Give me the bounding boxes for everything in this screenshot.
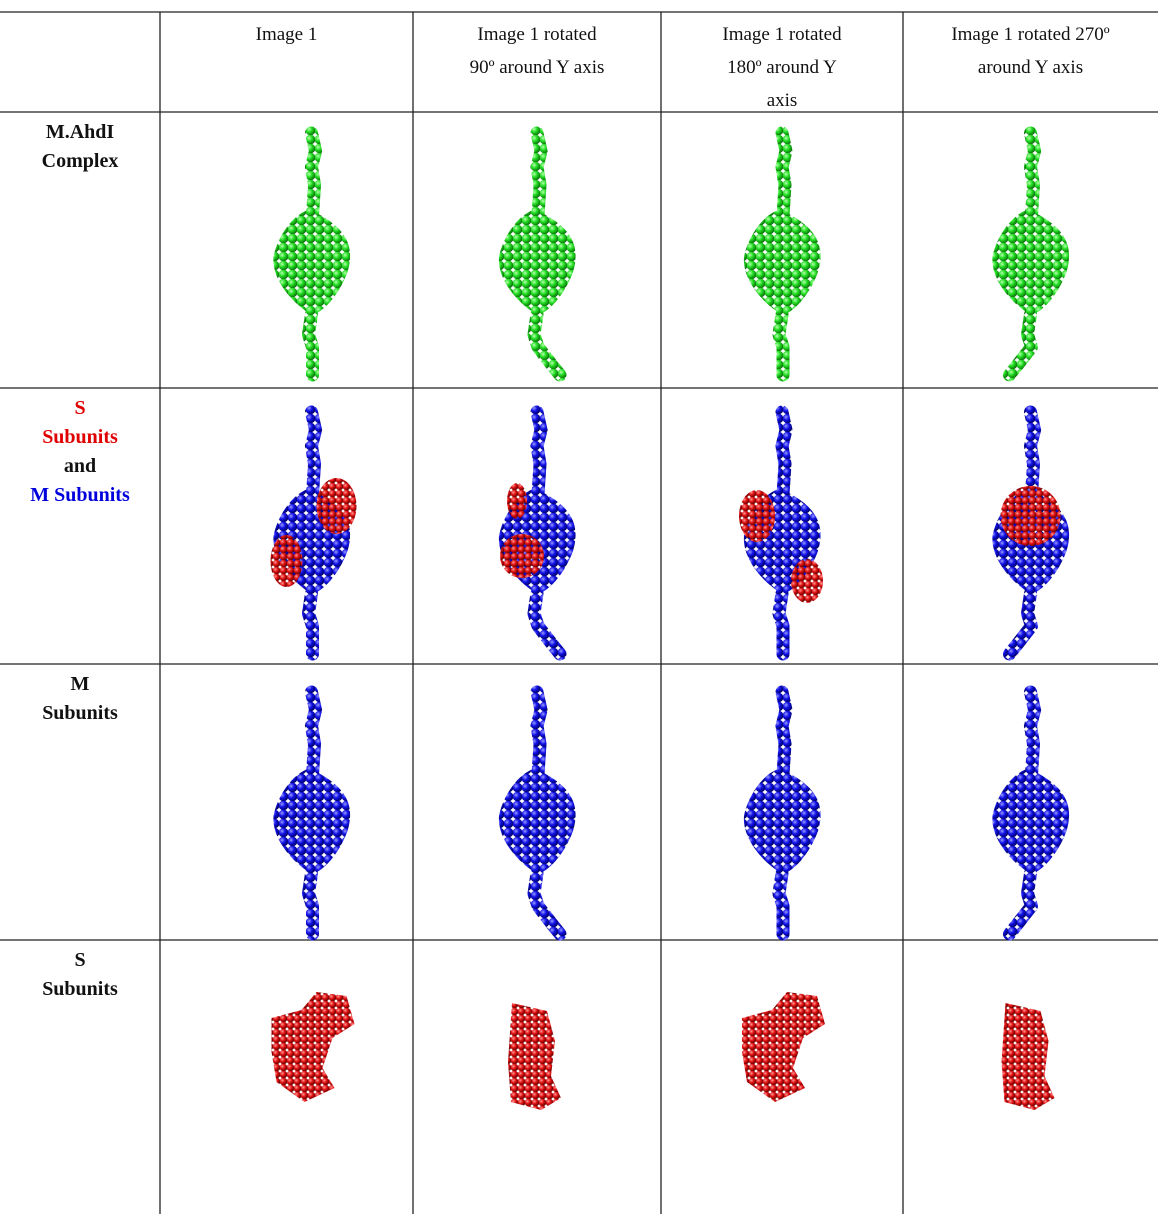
- header-line: around Y axis: [903, 51, 1158, 84]
- subunit-patch: [791, 559, 823, 603]
- row-label-line: M.AhdI: [0, 118, 160, 147]
- molecule-stalk: [312, 692, 316, 775]
- subunit-blob: [508, 1003, 561, 1110]
- molecule-body: [744, 769, 821, 874]
- molecule-stalk: [537, 133, 541, 216]
- molecule-stalk: [779, 315, 783, 376]
- figure-table: [0, 0, 1158, 1218]
- molecule-stalk: [1031, 133, 1035, 216]
- subunit-patch: [1001, 486, 1061, 546]
- row-label-line: Subunits: [0, 975, 160, 1004]
- molecule-body: [992, 210, 1069, 315]
- header-line: 180º around Y: [661, 51, 903, 84]
- molecule-stalk: [312, 133, 316, 216]
- molecule-stalk: [782, 133, 786, 216]
- header-line: Image 1 rotated 270º: [903, 18, 1158, 51]
- molecule-body: [992, 769, 1069, 874]
- molecule-stalk: [779, 594, 783, 655]
- row-label-line: Complex: [0, 147, 160, 176]
- row-label-line: Subunits: [0, 699, 160, 728]
- subunit-patch: [317, 478, 357, 534]
- molecule-stalk: [312, 412, 316, 495]
- row-label-line: S: [0, 394, 160, 423]
- molecule-stalk: [1010, 874, 1032, 935]
- molecule-stalk: [309, 315, 313, 376]
- subunit-patch: [507, 483, 527, 519]
- row-label-line: M Subunits: [0, 481, 160, 510]
- row-label-line: S: [0, 946, 160, 975]
- header-line: Image 1: [160, 18, 413, 51]
- row-label-line: M: [0, 670, 160, 699]
- molecule-body: [273, 210, 350, 315]
- molecule-body: [499, 769, 576, 874]
- subunit-patch: [271, 535, 303, 587]
- header-cell: Image 1: [160, 12, 413, 51]
- molecule-stalk: [782, 692, 786, 775]
- molecule-body: [499, 210, 576, 315]
- subunit-blob: [272, 992, 355, 1102]
- header-cell: [0, 12, 160, 18]
- header-line: Image 1 rotated: [661, 18, 903, 51]
- molecule-stalk: [1010, 594, 1032, 655]
- molecule-stalk: [534, 874, 560, 935]
- molecule-stalk: [534, 315, 560, 376]
- molecule-stalk: [309, 594, 313, 655]
- molecule-stalk: [779, 874, 783, 935]
- header-line: Image 1 rotated: [413, 18, 661, 51]
- molecule-stalk: [1031, 692, 1035, 775]
- molecule-stalk: [537, 412, 541, 495]
- subunit-patch: [500, 534, 544, 578]
- molecule-stalk: [537, 692, 541, 775]
- subunit-patch: [739, 490, 775, 542]
- row-label-line: and: [0, 452, 160, 481]
- molecule-body: [744, 210, 821, 315]
- subunit-blob: [1002, 1003, 1055, 1110]
- molecule-stalk: [309, 874, 313, 935]
- molecule-body: [273, 769, 350, 874]
- molecule-stalk: [1010, 315, 1032, 376]
- header-line: axis: [661, 84, 903, 117]
- molecule-stalk: [1031, 412, 1035, 495]
- row-label-line: Subunits: [0, 423, 160, 452]
- header-line: 90º around Y axis: [413, 51, 661, 84]
- page: Image 1Image 1 rotated90º around Y axisI…: [0, 0, 1158, 1218]
- molecule-stalk: [782, 412, 786, 495]
- subunit-blob: [742, 992, 825, 1102]
- molecule-stalk: [534, 594, 560, 655]
